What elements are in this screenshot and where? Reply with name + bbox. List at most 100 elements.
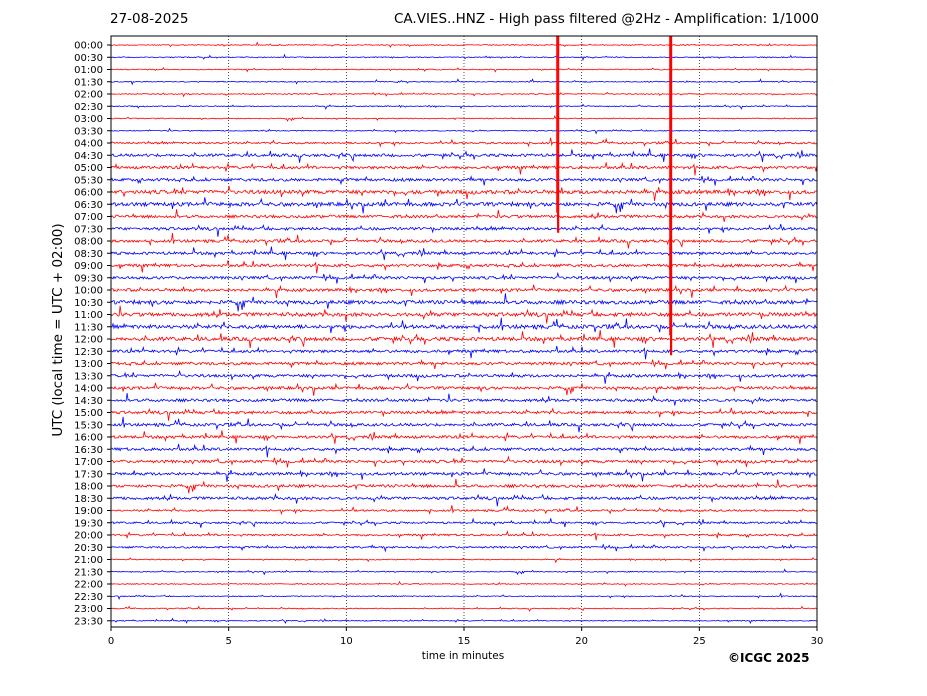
y-tick-label: 03:30 (74, 126, 103, 137)
trace-2100 (111, 557, 818, 564)
y-tick-label: 14:00 (74, 384, 103, 395)
trace-1130 (110, 317, 818, 334)
trace-0030 (111, 53, 818, 62)
copyright-credit: ©ICGC 2025 (728, 651, 810, 665)
trace-0100 (110, 67, 818, 73)
trace-2300 (110, 605, 818, 612)
y-tick-label: 18:30 (74, 494, 103, 505)
y-tick-label: 07:30 (74, 224, 103, 235)
trace-1500 (110, 407, 818, 421)
y-tick-label: 02:00 (74, 90, 103, 101)
trace-1330 (110, 369, 818, 384)
trace-1700 (110, 455, 818, 468)
trace-1630 (110, 443, 818, 458)
trace-0500 (110, 161, 818, 176)
y-tick-label: 14:30 (74, 396, 103, 407)
trace-0800 (110, 233, 818, 249)
trace-2330 (110, 617, 818, 625)
y-tick-label: 04:00 (74, 139, 103, 150)
y-tick-label: 09:00 (74, 261, 103, 272)
y-tick-label: 19:00 (74, 506, 103, 517)
trace-1800 (110, 478, 818, 494)
y-tick-label: 16:30 (74, 445, 103, 456)
trace-0530 (110, 175, 818, 186)
trace-1200 (110, 329, 818, 349)
trace-1100 (110, 305, 818, 324)
y-tick-label: 21:30 (74, 567, 103, 578)
trace-1930 (110, 517, 818, 528)
y-tick-label: 01:30 (74, 77, 103, 88)
trace-1600 (110, 430, 818, 444)
y-tick-label: 17:30 (74, 469, 103, 480)
y-tick-label: 06:00 (74, 188, 103, 199)
trace-0900 (110, 260, 818, 274)
y-tick-label: 01:00 (74, 65, 103, 76)
trace-0200 (110, 91, 818, 98)
y-tick-label: 08:30 (74, 249, 103, 260)
y-tick-label: 11:00 (74, 310, 103, 321)
y-tick-label: 18:00 (74, 482, 103, 493)
trace-2200 (110, 580, 818, 587)
chart-date: 27-08-2025 (110, 11, 189, 27)
trace-1830 (110, 493, 818, 507)
trace-1730 (110, 468, 817, 482)
trace-1230 (110, 345, 817, 360)
trace-1400 (110, 382, 818, 396)
y-tick-label: 15:00 (74, 408, 103, 419)
trace-0300 (110, 115, 818, 122)
y-tick-label: 20:30 (74, 543, 103, 554)
trace-1000 (110, 284, 818, 299)
y-tick-label: 13:30 (74, 371, 103, 382)
trace-2130 (110, 568, 817, 576)
y-tick-label: 13:00 (74, 359, 103, 370)
y-tick-label: 21:00 (74, 555, 103, 566)
y-tick-label: 02:30 (74, 102, 103, 113)
trace-0700 (110, 209, 818, 222)
chart-title: CA.VIES..HNZ - High pass filtered @2Hz -… (394, 11, 819, 27)
trace-1430 (111, 393, 817, 406)
x-tick-label: 30 (811, 636, 824, 647)
y-tick-label: 19:30 (74, 518, 103, 529)
y-tick-label: 07:00 (74, 212, 103, 223)
x-tick-label: 10 (340, 636, 353, 647)
y-tick-label: 09:30 (74, 273, 103, 284)
trace-1300 (110, 358, 818, 370)
trace-0930 (110, 271, 818, 284)
y-tick-label: 23:00 (74, 604, 103, 615)
y-tick-label: 22:30 (74, 592, 103, 603)
x-tick-label: 5 (225, 636, 231, 647)
trace-0430 (110, 148, 818, 163)
y-tick-label: 00:30 (74, 53, 103, 64)
trace-0130 (110, 78, 818, 86)
y-tick-label: 17:00 (74, 457, 103, 468)
y-tick-label: 23:30 (74, 616, 103, 627)
y-tick-label: 10:00 (74, 286, 103, 297)
y-tick-label: 20:00 (74, 531, 103, 542)
y-tick-label: 08:00 (74, 237, 103, 248)
y-tick-label: 15:30 (74, 420, 103, 431)
trace-0630 (110, 197, 818, 214)
trace-1900 (110, 505, 818, 516)
trace-0400 (110, 137, 818, 148)
trace-1530 (110, 416, 818, 433)
trace-0330 (110, 127, 818, 135)
y-tick-label: 04:30 (74, 151, 103, 162)
x-tick-label: 15 (458, 636, 471, 647)
y-tick-label: 06:30 (74, 200, 103, 211)
plot-frame (110, 35, 818, 628)
trace-2030 (110, 543, 818, 553)
trace-0830 (110, 246, 817, 261)
trace-1030 (110, 293, 818, 312)
y-tick-label: 12:30 (74, 347, 103, 358)
y-tick-label: 12:00 (74, 335, 103, 346)
trace-0600 (110, 185, 818, 202)
y-tick-label: 22:00 (74, 580, 103, 591)
y-tick-label: 10:30 (74, 298, 103, 309)
y-tick-label: 00:00 (74, 41, 103, 52)
y-tick-label: 11:30 (74, 322, 103, 333)
x-tick-label: 25 (693, 636, 706, 647)
x-axis-label: time in minutes (421, 650, 505, 662)
y-tick-label: 16:00 (74, 433, 103, 444)
x-tick-label: 20 (575, 636, 588, 647)
